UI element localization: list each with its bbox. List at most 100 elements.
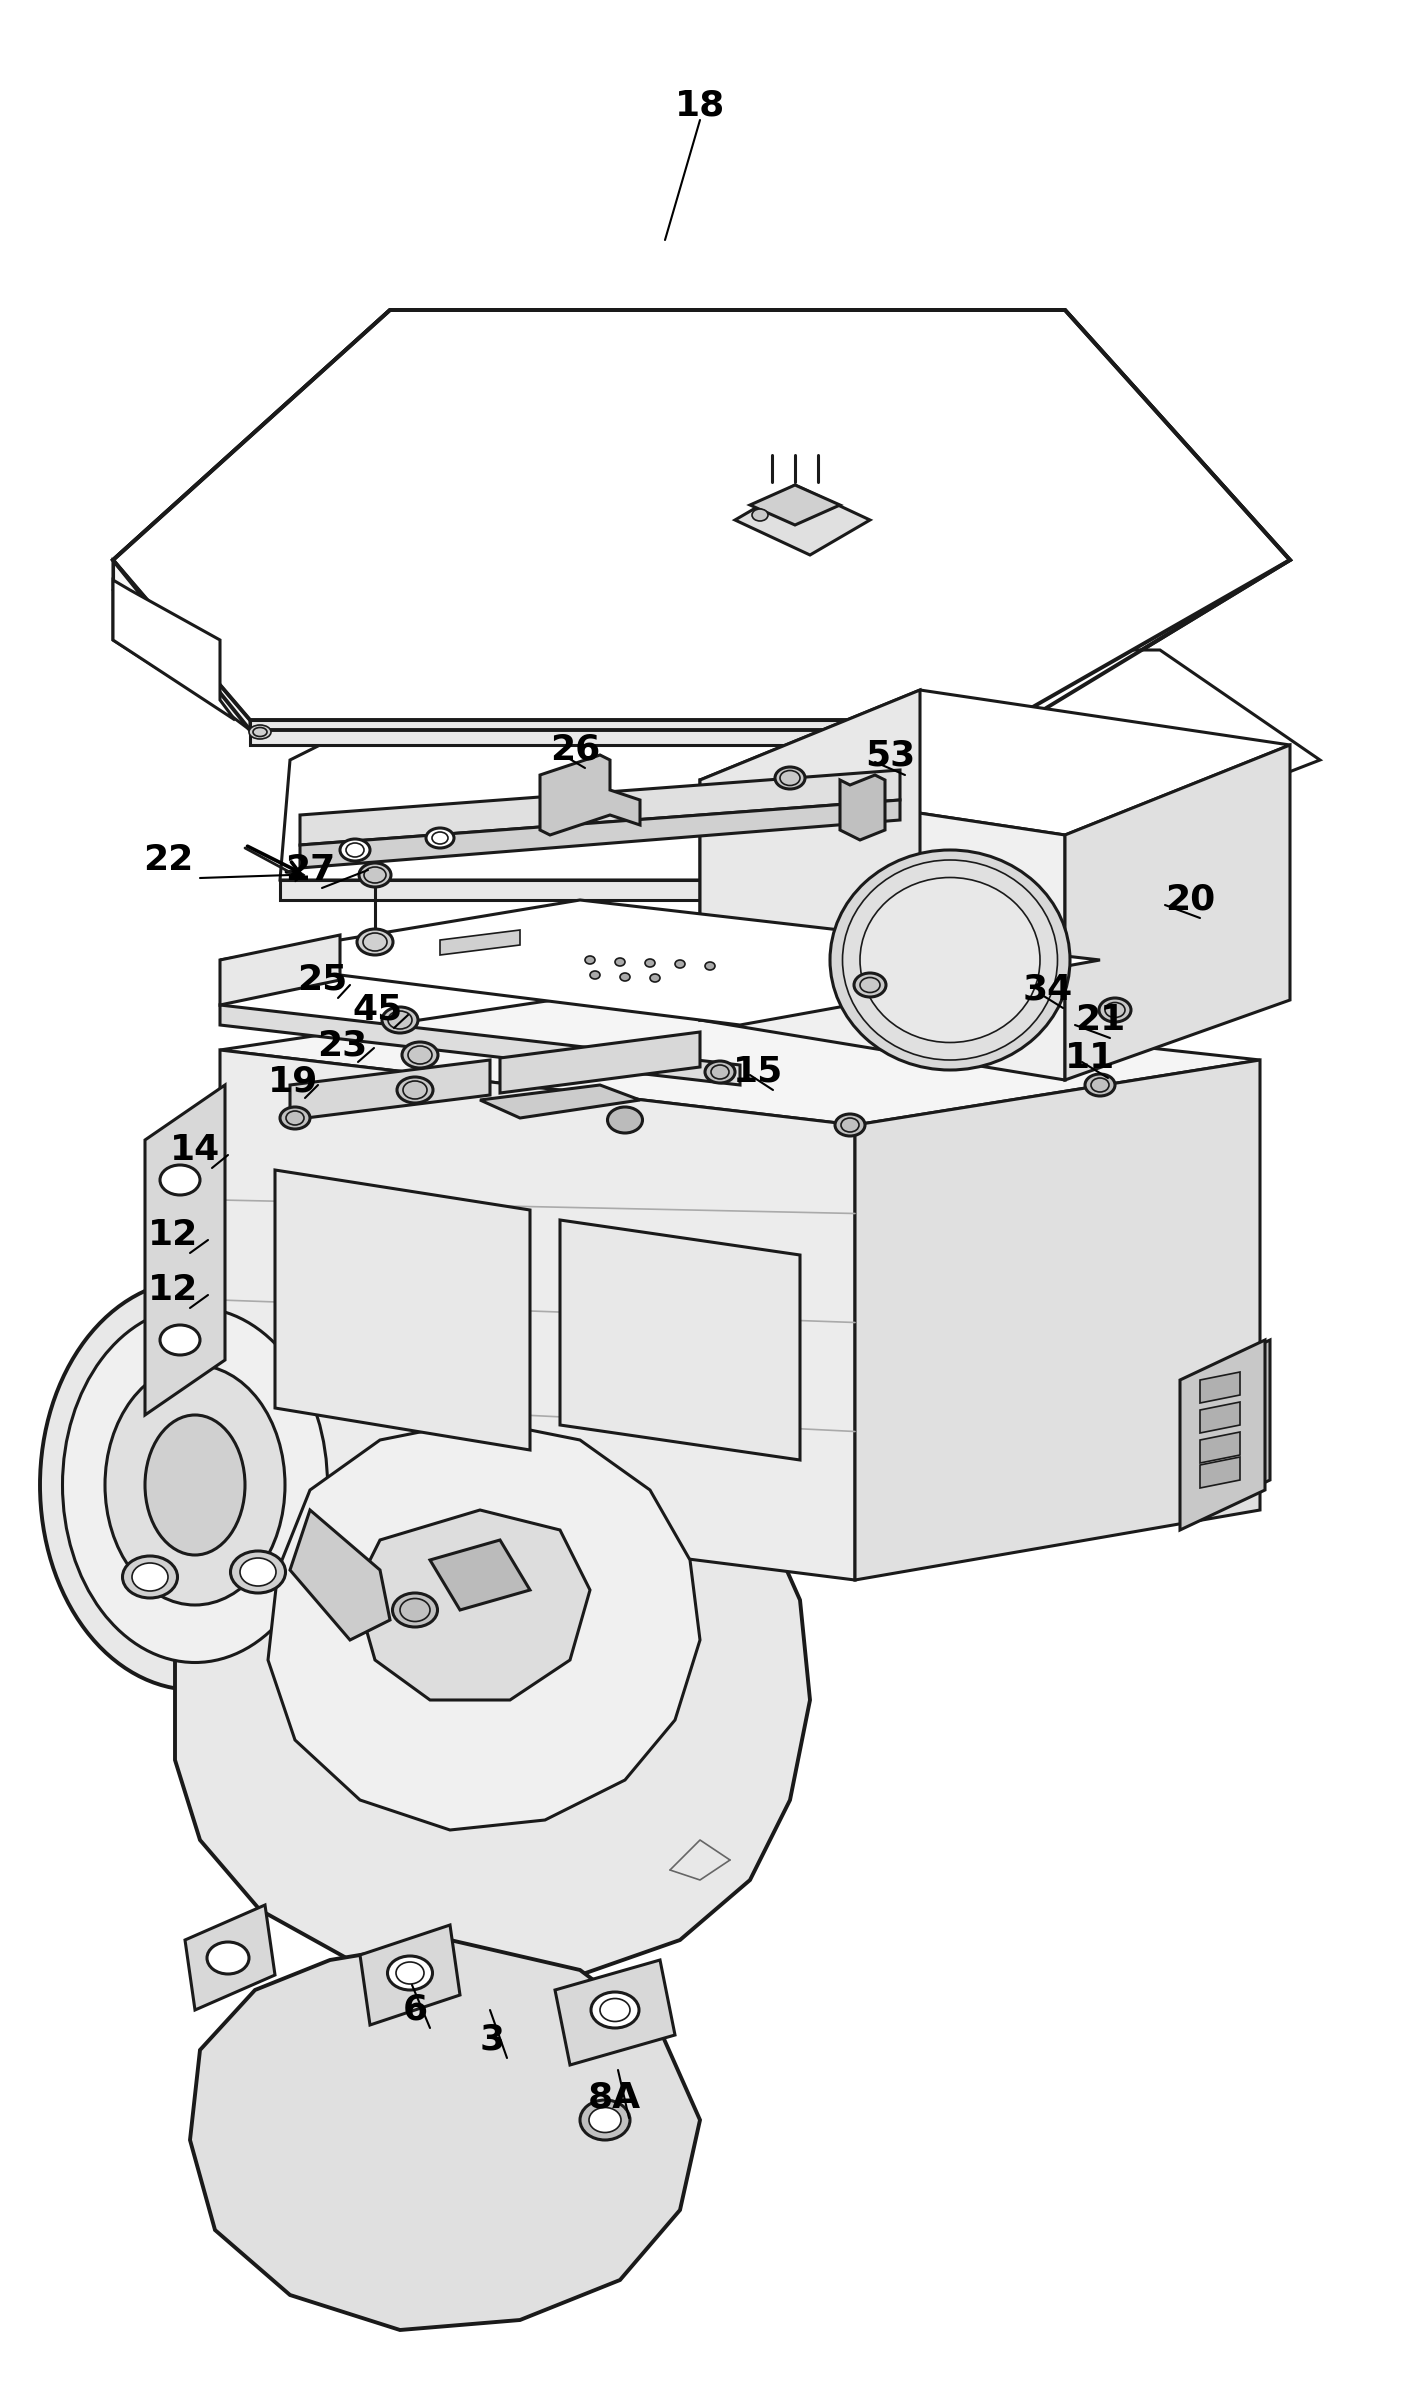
Ellipse shape xyxy=(396,1077,433,1104)
Ellipse shape xyxy=(1099,998,1130,1022)
Polygon shape xyxy=(290,1061,491,1120)
Polygon shape xyxy=(112,309,1289,730)
Polygon shape xyxy=(560,1221,800,1460)
Polygon shape xyxy=(1185,1341,1270,1520)
Ellipse shape xyxy=(591,1992,638,2028)
Polygon shape xyxy=(269,1420,700,1829)
Ellipse shape xyxy=(122,1556,177,1599)
Polygon shape xyxy=(440,929,520,955)
Ellipse shape xyxy=(581,2100,630,2140)
Text: 34: 34 xyxy=(1024,972,1073,1008)
Ellipse shape xyxy=(830,850,1070,1070)
Polygon shape xyxy=(219,1051,855,1580)
Ellipse shape xyxy=(620,972,630,982)
Ellipse shape xyxy=(860,879,1040,1041)
Ellipse shape xyxy=(585,955,595,965)
Text: 53: 53 xyxy=(865,737,915,771)
Polygon shape xyxy=(1180,1341,1265,1530)
Polygon shape xyxy=(555,1961,675,2066)
Polygon shape xyxy=(354,1511,591,1700)
Ellipse shape xyxy=(675,960,685,967)
Ellipse shape xyxy=(752,510,768,522)
Ellipse shape xyxy=(249,725,271,740)
Text: 19: 19 xyxy=(267,1065,318,1099)
Text: 8A: 8A xyxy=(588,2080,641,2114)
Ellipse shape xyxy=(591,972,600,979)
Text: 12: 12 xyxy=(148,1219,198,1252)
Text: 11: 11 xyxy=(1064,1041,1115,1075)
Ellipse shape xyxy=(1085,1075,1115,1096)
Ellipse shape xyxy=(357,929,394,955)
Ellipse shape xyxy=(340,838,370,862)
Ellipse shape xyxy=(775,766,806,790)
Polygon shape xyxy=(145,1084,225,1415)
Text: 26: 26 xyxy=(550,733,600,766)
Polygon shape xyxy=(1199,1403,1240,1434)
Text: 15: 15 xyxy=(733,1056,783,1089)
Ellipse shape xyxy=(388,1956,433,1989)
Text: 27: 27 xyxy=(285,852,335,888)
Polygon shape xyxy=(190,1939,700,2329)
Ellipse shape xyxy=(392,1592,437,1628)
Polygon shape xyxy=(112,579,235,721)
Ellipse shape xyxy=(105,1365,285,1604)
Polygon shape xyxy=(360,1925,460,2025)
Polygon shape xyxy=(295,869,305,881)
Text: 12: 12 xyxy=(148,1274,198,1307)
Ellipse shape xyxy=(704,1061,735,1082)
Ellipse shape xyxy=(62,1307,328,1661)
Text: 6: 6 xyxy=(402,1992,427,2028)
Ellipse shape xyxy=(853,972,886,996)
Polygon shape xyxy=(280,881,1010,900)
Polygon shape xyxy=(219,936,340,1005)
Ellipse shape xyxy=(132,1563,167,1592)
Polygon shape xyxy=(700,689,920,1020)
Polygon shape xyxy=(299,800,900,869)
Polygon shape xyxy=(276,1171,530,1451)
Polygon shape xyxy=(280,651,1320,881)
Ellipse shape xyxy=(842,859,1057,1061)
Ellipse shape xyxy=(704,962,716,970)
Ellipse shape xyxy=(231,1551,285,1592)
Polygon shape xyxy=(1199,1432,1240,1463)
Text: 21: 21 xyxy=(1074,1003,1125,1037)
Ellipse shape xyxy=(402,1041,439,1068)
Polygon shape xyxy=(700,780,1064,1080)
Polygon shape xyxy=(540,754,640,836)
Ellipse shape xyxy=(835,1113,865,1137)
Ellipse shape xyxy=(145,1415,245,1556)
Polygon shape xyxy=(112,309,1289,721)
Text: 14: 14 xyxy=(170,1132,221,1166)
Polygon shape xyxy=(700,689,1289,836)
Ellipse shape xyxy=(280,1106,309,1130)
Polygon shape xyxy=(219,991,1260,1125)
Text: 22: 22 xyxy=(143,843,193,876)
Ellipse shape xyxy=(650,974,659,982)
Ellipse shape xyxy=(39,1281,350,1690)
Polygon shape xyxy=(290,1511,389,1640)
Ellipse shape xyxy=(160,1166,200,1195)
Ellipse shape xyxy=(614,958,626,967)
Ellipse shape xyxy=(240,1558,276,1585)
Polygon shape xyxy=(839,776,884,840)
Polygon shape xyxy=(749,486,839,524)
Text: 20: 20 xyxy=(1166,883,1215,917)
Polygon shape xyxy=(1064,745,1289,1080)
Ellipse shape xyxy=(160,1324,200,1355)
Ellipse shape xyxy=(426,828,454,847)
Polygon shape xyxy=(186,1906,276,2011)
Polygon shape xyxy=(299,771,900,845)
Ellipse shape xyxy=(589,2107,621,2133)
Polygon shape xyxy=(479,1084,640,1118)
Polygon shape xyxy=(1199,1458,1240,1489)
Polygon shape xyxy=(430,1539,530,1611)
Ellipse shape xyxy=(207,1942,249,1975)
Ellipse shape xyxy=(359,862,391,888)
Polygon shape xyxy=(219,900,1099,1025)
Text: 23: 23 xyxy=(316,1027,367,1063)
Text: 18: 18 xyxy=(675,89,725,122)
Ellipse shape xyxy=(645,960,655,967)
Polygon shape xyxy=(250,721,1010,745)
Polygon shape xyxy=(735,486,870,555)
Polygon shape xyxy=(219,1005,740,1084)
